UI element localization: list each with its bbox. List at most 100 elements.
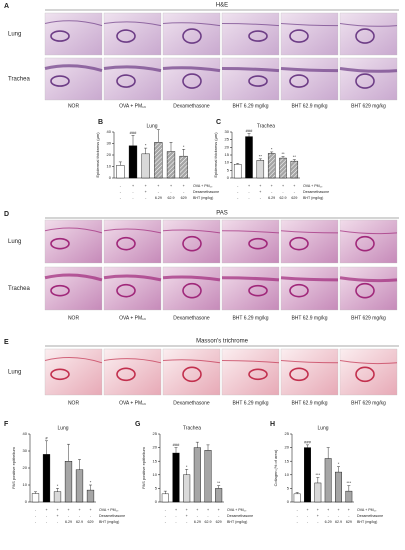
significance: * xyxy=(271,146,273,151)
condition-cell: + xyxy=(259,190,261,194)
error-bar xyxy=(156,129,160,143)
tissue xyxy=(182,28,202,44)
condition-cell: - xyxy=(46,520,48,524)
tissue-band xyxy=(339,276,398,283)
bar xyxy=(141,153,150,179)
condition-cell: 629 xyxy=(346,520,352,524)
tissue-band xyxy=(221,23,280,27)
tissue-band xyxy=(44,357,103,364)
significance: * xyxy=(186,464,188,469)
condition-cell: 6.29 xyxy=(268,196,275,200)
condition-cell: - xyxy=(132,190,134,194)
y-tick-label: 20 xyxy=(225,144,230,149)
condition-cell: + xyxy=(259,184,261,188)
bar xyxy=(233,163,242,179)
tissue-band xyxy=(162,22,221,27)
condition-cell: + xyxy=(317,514,319,518)
condition-cell: + xyxy=(145,190,147,194)
condition-cell: - xyxy=(294,190,296,194)
error-bar xyxy=(270,151,274,154)
error-bar xyxy=(247,133,251,137)
tissue xyxy=(289,236,309,251)
condition-cell: + xyxy=(175,508,177,512)
chart-title: Lung xyxy=(317,425,328,431)
tissue-band xyxy=(44,227,103,234)
condition-cell: + xyxy=(78,508,80,512)
condition-cell: 6.29 xyxy=(155,196,162,200)
tissue-band xyxy=(339,230,398,235)
error-bar xyxy=(34,491,37,494)
significance: ### xyxy=(304,439,311,444)
condition-cell: - xyxy=(35,520,37,524)
bar xyxy=(42,454,51,503)
y-axis-label: Epidermal thickness (μm) xyxy=(213,132,218,178)
bar xyxy=(345,490,353,503)
caption: BHT 629 mg/kg xyxy=(351,103,386,109)
y-tick-label: 10 xyxy=(225,160,230,165)
error-bar xyxy=(45,440,48,455)
condition-cell: + xyxy=(170,184,172,188)
caption: OVA + PM₁₀ xyxy=(119,315,146,321)
bar xyxy=(324,458,332,503)
panel-label: E xyxy=(4,339,9,346)
row-label: Trachea xyxy=(8,286,30,292)
y-tick-label: 20 xyxy=(23,465,28,470)
error-bar xyxy=(306,444,309,448)
condition-cell: 62.9 xyxy=(205,520,212,524)
tissue-band xyxy=(162,229,221,234)
caption: BHT 6.29 mg/kg xyxy=(232,103,268,109)
row-label: Lung xyxy=(8,370,21,376)
condition-cell: - xyxy=(307,514,309,518)
tissue xyxy=(355,28,375,44)
tissue-band xyxy=(44,20,103,27)
tissue xyxy=(289,74,309,88)
caption: BHT 62.9 mg/kg xyxy=(291,103,327,109)
tissue-band xyxy=(339,360,398,365)
condition-cell: 629 xyxy=(181,196,187,200)
section-title: Masson's trichrome xyxy=(196,339,248,345)
condition-cell: + xyxy=(186,508,188,512)
condition-label: OVA + PM₁₀ xyxy=(303,184,323,188)
condition-cell: - xyxy=(348,514,350,518)
micrograph xyxy=(339,348,398,396)
condition-cell: - xyxy=(297,520,299,524)
significance: ** xyxy=(293,154,297,159)
y-tick-label: 30 xyxy=(225,129,230,134)
y-tick-label: 5 xyxy=(155,485,158,490)
caption: BHT 62.9 mg/kg xyxy=(291,400,327,406)
panel-label: A xyxy=(4,3,9,10)
bar xyxy=(267,153,276,179)
error-bar xyxy=(163,490,167,494)
y-tick-label: 15 xyxy=(225,152,230,157)
y-axis-label: Collagen (% of area) xyxy=(273,449,278,486)
y-tick-label: 30 xyxy=(23,448,28,453)
caption: Dexamethasone xyxy=(173,315,210,321)
tissue xyxy=(50,237,70,250)
condition-cell: 629 xyxy=(291,196,297,200)
tissue xyxy=(182,366,202,383)
tissue-band xyxy=(280,230,339,234)
tissue xyxy=(116,367,136,382)
caption: OVA + PM₁₀ xyxy=(119,103,146,109)
caption: Dexamethasone xyxy=(173,103,210,109)
tissue xyxy=(248,368,268,381)
tissue-band xyxy=(162,359,221,364)
error-bar xyxy=(131,135,135,146)
tissue-band xyxy=(103,21,162,27)
error-bar xyxy=(281,156,285,159)
panel-label: D xyxy=(4,211,9,218)
significance: ** xyxy=(281,151,285,156)
error-bar xyxy=(206,444,210,451)
condition-label: OVA + PM₁₀ xyxy=(99,508,119,512)
condition-cell: - xyxy=(282,190,284,194)
micrograph xyxy=(44,266,103,311)
bar xyxy=(304,447,311,503)
condition-cell: - xyxy=(237,196,239,200)
micrograph xyxy=(280,219,339,264)
condition-cell: + xyxy=(132,184,134,188)
bar xyxy=(293,493,301,503)
micrograph xyxy=(280,266,339,311)
bar xyxy=(128,145,138,179)
tissue-band xyxy=(162,66,221,73)
condition-cell: - xyxy=(271,190,273,194)
